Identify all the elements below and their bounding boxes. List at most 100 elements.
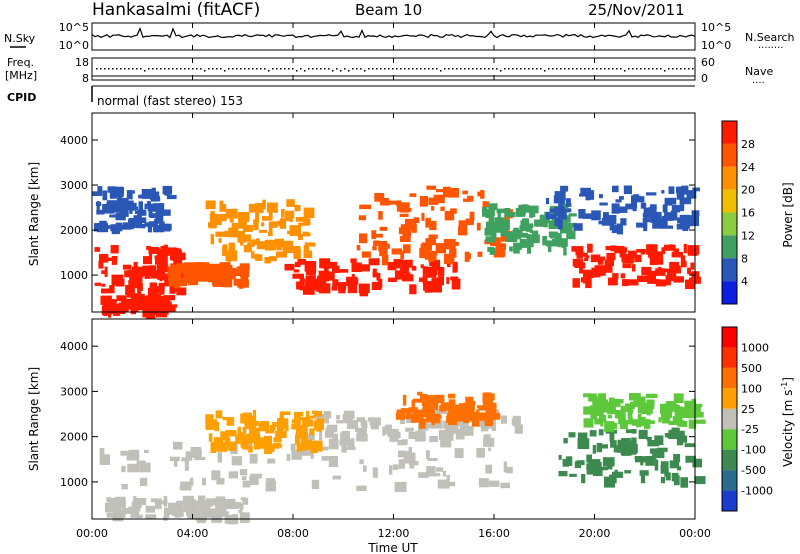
heat-cell (687, 245, 700, 255)
heat-cell (199, 506, 208, 517)
heat-cell (187, 278, 199, 286)
heat-cell (106, 225, 111, 229)
heat-cell (171, 251, 178, 261)
heat-cell (559, 224, 571, 234)
freq-dot (572, 68, 574, 70)
heat-cell (107, 299, 117, 303)
heat-cell (500, 415, 507, 424)
heat-cell (138, 283, 143, 291)
heat-cell (427, 458, 438, 462)
nsearch-marker: ........ (758, 40, 783, 51)
freq-dot (336, 68, 338, 70)
heat-cell (294, 204, 301, 212)
freq-dot (272, 68, 274, 70)
heat-cell (465, 218, 474, 225)
heat-cell (150, 294, 159, 303)
heat-cell (215, 410, 223, 419)
heat-cell (228, 242, 236, 251)
heat-cell (583, 393, 592, 398)
heat-cell (486, 221, 496, 229)
heat-cell (561, 223, 572, 227)
heat-cell (420, 394, 428, 401)
nsearch-label: N.Search (745, 31, 795, 44)
freq-dot (104, 68, 106, 70)
heat-cell (164, 247, 176, 256)
heat-cell (399, 236, 411, 242)
heat-cell (661, 225, 674, 229)
heat-cell (455, 429, 465, 440)
heat-cell (138, 194, 148, 199)
heat-cell (332, 279, 339, 287)
heat-cell (158, 282, 165, 292)
heat-cell (211, 269, 222, 280)
heat-cell (115, 278, 125, 287)
freq-dot (188, 68, 190, 70)
colorbar-frame (721, 120, 738, 305)
heat-cell (242, 412, 252, 422)
heat-cell (102, 204, 114, 213)
heat-cell (229, 218, 234, 223)
heat-cell (639, 470, 649, 476)
heat-cell (449, 211, 454, 220)
freq-dot (692, 68, 694, 70)
heat-cell (645, 275, 657, 281)
heat-cell (591, 210, 601, 221)
heat-cell (382, 255, 389, 266)
heat-cell (396, 200, 402, 206)
freq-dot (132, 68, 134, 70)
heat-cell (402, 274, 414, 282)
heat-cell (609, 476, 617, 484)
heat-cell (594, 418, 603, 425)
heat-cell (184, 264, 192, 276)
heat-cell (647, 458, 657, 464)
heat-cell (272, 422, 277, 427)
heat-cell (185, 451, 193, 461)
colorbar-segment (722, 281, 737, 304)
heat-cell (493, 249, 504, 258)
heat-cell (400, 224, 413, 231)
freq-dot (196, 68, 198, 70)
heat-cell (453, 263, 458, 272)
heat-cell (379, 246, 388, 257)
heat-cell (116, 295, 127, 301)
heat-cell (131, 266, 144, 278)
heat-cell (240, 234, 251, 242)
heat-cell (661, 247, 666, 255)
heat-cell (116, 222, 121, 232)
heat-cell (679, 435, 688, 443)
heat-cell (264, 257, 271, 264)
heat-cell (504, 208, 511, 217)
heat-cell (489, 480, 500, 487)
heat-cell (382, 426, 386, 436)
heat-cell (144, 307, 149, 312)
heat-cell (650, 211, 662, 223)
freq-dot (568, 68, 570, 70)
heat-cell (341, 445, 347, 453)
heat-cell (601, 444, 608, 449)
heat-cell (612, 471, 624, 478)
heat-cell (628, 250, 637, 259)
heat-cell (620, 405, 632, 412)
velocity-heatmap (99, 391, 706, 525)
heat-cell (249, 453, 258, 464)
heat-cell (267, 458, 276, 464)
freq-dot (472, 68, 474, 70)
heat-cell (201, 266, 210, 272)
heat-cell (592, 411, 601, 416)
heat-cell (673, 248, 679, 255)
heat-cell (360, 420, 368, 426)
heat-cell (645, 393, 658, 399)
heat-cell (686, 190, 697, 199)
heat-cell (520, 220, 530, 232)
colorbar-tick-label: -25 (741, 423, 759, 436)
heat-cell (563, 215, 571, 223)
heat-cell (174, 269, 182, 281)
heat-cell (303, 250, 313, 258)
heat-cell (376, 272, 381, 281)
freq-dot (600, 68, 602, 70)
heat-cell (277, 220, 283, 226)
heat-cell (477, 251, 483, 257)
heat-cell (107, 305, 114, 314)
heat-cell (156, 308, 168, 318)
